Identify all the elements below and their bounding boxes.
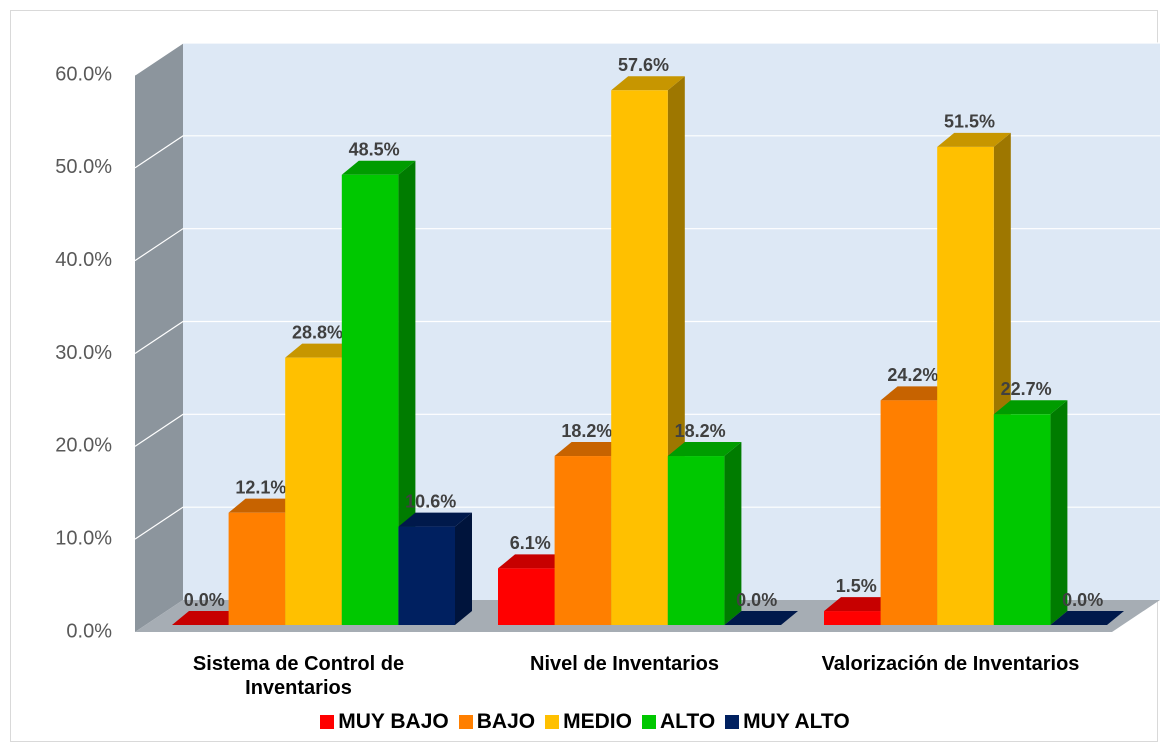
- bar-top: [667, 442, 742, 457]
- bar-side: [455, 512, 472, 625]
- y-tick-label: 10.0%: [55, 527, 112, 549]
- bar-front: [993, 414, 1051, 625]
- data-label: 1.5%: [836, 576, 877, 596]
- legend-label: BAJO: [476, 710, 536, 733]
- bar: [937, 132, 1011, 626]
- legend-label: ALTO: [659, 710, 716, 733]
- data-label: 0.0%: [184, 590, 225, 610]
- grid-line: [134, 42, 1160, 76]
- data-label: 48.5%: [349, 140, 400, 160]
- data-label: 18.2%: [561, 421, 612, 441]
- data-label: 10.6%: [405, 491, 456, 511]
- legend-item: BAJO: [458, 710, 536, 734]
- bar-top: [880, 386, 955, 401]
- bar-top: [498, 554, 572, 569]
- bar-front: [228, 512, 286, 625]
- bar-front: [937, 146, 994, 626]
- data-label: 12.1%: [235, 477, 286, 497]
- data-label: 0.0%: [1062, 590, 1103, 610]
- bar: [611, 76, 685, 625]
- y-tick-label: 50.0%: [55, 156, 112, 178]
- bar-top: [398, 512, 472, 527]
- bar-top: [937, 132, 1011, 147]
- bar-top: [611, 76, 685, 91]
- bar-front: [285, 357, 342, 625]
- data-label: 18.2%: [675, 421, 726, 441]
- bar-front: [341, 174, 399, 625]
- legend-swatch: [320, 715, 335, 729]
- grid-line: [134, 506, 1160, 540]
- bar: [341, 160, 416, 625]
- legend-item: ALTO: [641, 710, 716, 734]
- x-tick-label: Nivel de Inventarios: [530, 653, 719, 675]
- bar-front: [667, 456, 725, 625]
- legend-item: MUY BAJO: [320, 710, 449, 734]
- legend-swatch: [458, 715, 473, 729]
- bar: [398, 512, 472, 625]
- legend-swatch: [641, 715, 656, 729]
- legend-label: MEDIO: [563, 710, 632, 733]
- bar-top: [1050, 611, 1124, 625]
- bar-top: [993, 400, 1068, 415]
- bar: [172, 611, 246, 625]
- grid-line: [134, 320, 1160, 354]
- y-tick-label: 0.0%: [66, 620, 112, 642]
- legend-swatch: [725, 715, 740, 729]
- data-label: 28.8%: [292, 322, 343, 342]
- legend-swatch: [545, 715, 560, 729]
- x-tick-label: Sistema de Control de Inventarios: [192, 653, 405, 699]
- data-label: 0.0%: [736, 590, 777, 610]
- bar-front: [398, 526, 455, 625]
- bar-top: [285, 343, 359, 358]
- bar-front: [824, 611, 881, 625]
- data-label: 24.2%: [887, 365, 938, 385]
- grid-line: [134, 228, 1160, 262]
- legend: MUY BAJO BAJO MEDIO ALTO MUY ALTO: [0, 710, 1170, 734]
- bar-top: [172, 611, 246, 625]
- grid-line: [134, 413, 1160, 447]
- data-label: 6.1%: [510, 533, 551, 553]
- data-label: 51.5%: [944, 112, 995, 132]
- bar-top: [824, 597, 898, 612]
- y-tick-label: 20.0%: [55, 435, 112, 457]
- bar-front: [498, 568, 555, 625]
- bar-side: [724, 442, 742, 625]
- bar: [724, 611, 798, 625]
- grid-line: [134, 135, 1160, 169]
- bar-top: [228, 498, 303, 513]
- y-tick-label: 60.0%: [55, 63, 112, 85]
- bar-top: [554, 442, 629, 457]
- bar: [1050, 611, 1124, 625]
- legend-label: MUY ALTO: [743, 710, 850, 733]
- bar-top: [341, 160, 416, 175]
- data-label: 22.7%: [1001, 379, 1052, 399]
- bar-side: [398, 160, 416, 625]
- bar: [993, 400, 1068, 625]
- legend-label: MUY BAJO: [338, 710, 449, 733]
- legend-item: MEDIO: [545, 710, 632, 734]
- x-tick-label: Valorización de Inventarios: [821, 653, 1080, 675]
- y-tick-label: 40.0%: [55, 249, 112, 271]
- y-tick-label: 30.0%: [55, 342, 112, 364]
- legend-item: MUY ALTO: [725, 710, 850, 734]
- data-label: 57.6%: [618, 55, 669, 75]
- bar-top: [724, 611, 798, 625]
- bar: [667, 442, 742, 625]
- bar-front: [554, 456, 612, 625]
- bar-side: [1050, 400, 1068, 625]
- bar-front: [880, 400, 938, 625]
- bar-front: [611, 90, 668, 625]
